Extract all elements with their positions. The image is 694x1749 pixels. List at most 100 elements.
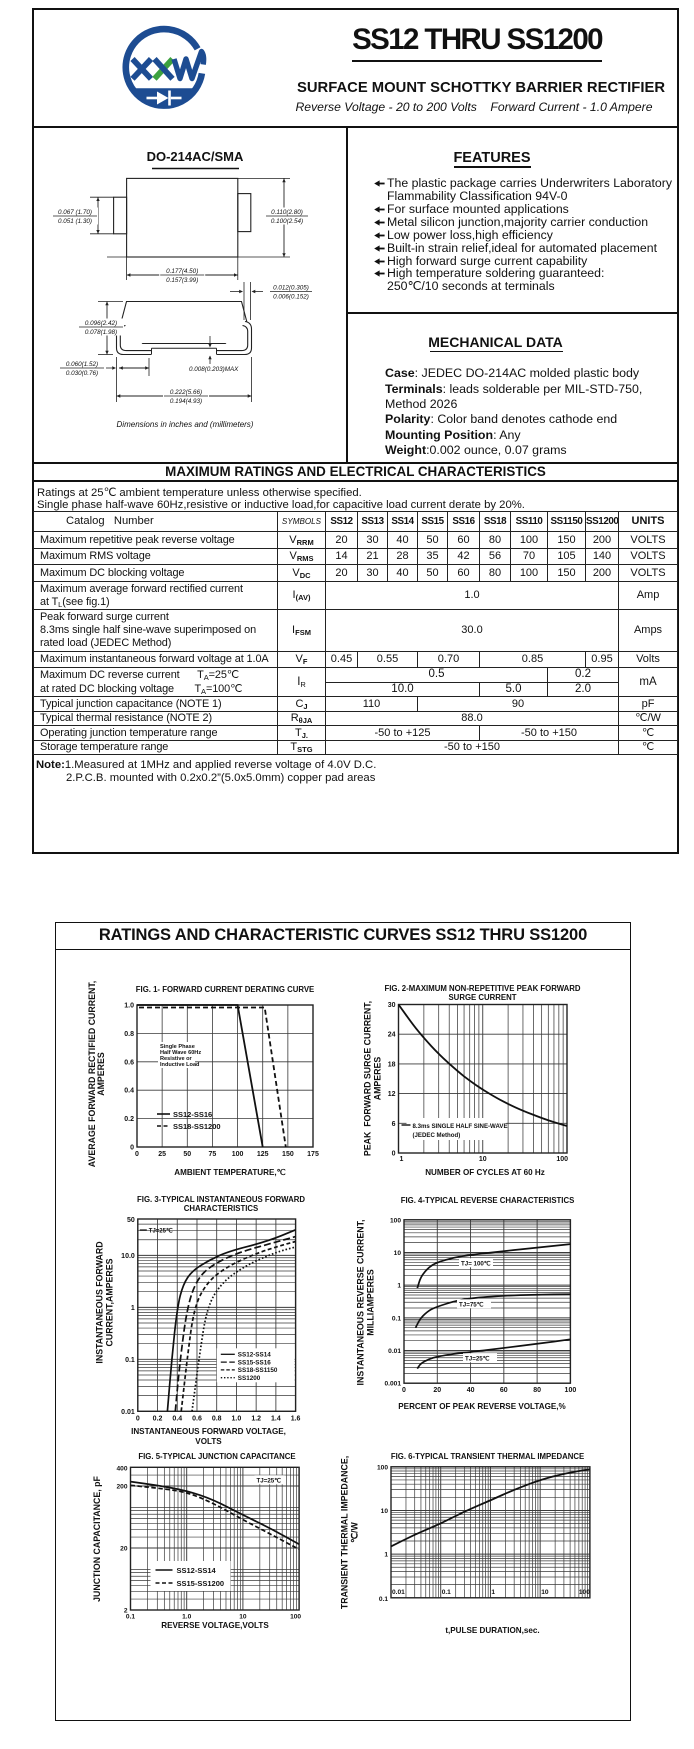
svg-text:24: 24 [388,1032,396,1039]
svg-text:12: 12 [388,1091,396,1098]
svg-text:SS12-SS14: SS12-SS14 [177,1566,217,1575]
svg-text:100: 100 [377,1464,388,1471]
svg-text:150: 150 [282,1151,294,1158]
svg-text:0.001: 0.001 [384,1381,401,1388]
svg-text:0.078(1.98): 0.078(1.98) [85,329,117,336]
svg-text:1.0: 1.0 [232,1415,242,1422]
svg-text:100: 100 [290,1614,301,1621]
svg-text:TJ=25℃: TJ=25℃ [465,1355,490,1362]
svg-text:10.0: 10.0 [121,1253,135,1260]
svg-text:0.1: 0.1 [379,1596,388,1603]
svg-text:Half Wave 60Hz: Half Wave 60Hz [160,1050,201,1056]
svg-text:125: 125 [257,1151,269,1158]
svg-text:Single Phase: Single Phase [160,1044,195,1050]
svg-text:40: 40 [467,1387,475,1394]
svg-text:10: 10 [239,1614,247,1621]
svg-text:0.6: 0.6 [124,1059,134,1066]
svg-text:Dimensions in inches and (mill: Dimensions in inches and (millimeters) [117,420,254,429]
svg-text:0.8: 0.8 [124,1031,134,1038]
svg-text:8.3ms SINGLE HALF SINE-WAVE: 8.3ms SINGLE HALF SINE-WAVE [413,1123,508,1130]
svg-text:TJ=25℃: TJ=25℃ [149,1228,173,1235]
svg-text:0: 0 [392,1151,396,1158]
svg-text:1: 1 [131,1305,135,1312]
svg-text:Inductive Load: Inductive Load [160,1062,200,1068]
svg-text:20: 20 [433,1387,441,1394]
svg-text:0.051 (1.30): 0.051 (1.30) [58,218,92,225]
svg-text:SS1200: SS1200 [238,1375,261,1382]
svg-text:SS12-SS16: SS12-SS16 [173,1110,212,1119]
svg-text:20: 20 [120,1546,128,1553]
svg-text:100: 100 [390,1217,401,1224]
svg-text:0.1: 0.1 [125,1357,135,1364]
svg-text:0.096(2.42): 0.096(2.42) [85,320,117,327]
svg-text:100: 100 [579,1589,590,1596]
svg-text:100: 100 [556,1156,568,1163]
svg-text:1: 1 [400,1156,404,1163]
svg-text:10: 10 [479,1156,487,1163]
svg-text:0.222(5.66): 0.222(5.66) [170,389,202,396]
svg-text:0.006(0.152): 0.006(0.152) [273,293,309,300]
svg-text:0.4: 0.4 [124,1088,134,1095]
svg-text:6: 6 [392,1121,396,1128]
svg-text:50: 50 [127,1217,135,1224]
svg-text:1.0: 1.0 [182,1614,191,1621]
svg-text:0.2: 0.2 [124,1116,134,1123]
svg-text:SS15-SS16: SS15-SS16 [238,1359,271,1366]
svg-text:0.1: 0.1 [126,1614,135,1621]
svg-text:0.1: 0.1 [442,1589,451,1596]
svg-text:100: 100 [565,1387,577,1394]
svg-text:0: 0 [130,1145,134,1152]
svg-text:TJ=75℃: TJ=75℃ [459,1301,484,1308]
svg-text:75: 75 [209,1151,217,1158]
svg-text:0.067 (1.70): 0.067 (1.70) [58,209,92,216]
svg-text:175: 175 [307,1151,319,1158]
svg-text:0.8: 0.8 [212,1415,222,1422]
svg-text:50: 50 [183,1151,191,1158]
svg-text:0.4: 0.4 [172,1415,182,1422]
svg-text:1: 1 [384,1552,388,1559]
svg-text:30: 30 [388,1002,396,1009]
svg-text:0.2: 0.2 [153,1415,163,1422]
svg-text:100: 100 [232,1151,244,1158]
svg-text:0.1: 0.1 [392,1315,401,1322]
svg-text:DO-214AC/SMA: DO-214AC/SMA [147,149,244,164]
svg-text:0.6: 0.6 [192,1415,202,1422]
svg-text:0.110(2.80): 0.110(2.80) [271,209,303,216]
svg-text:25: 25 [158,1151,166,1158]
svg-text:0.01: 0.01 [392,1589,405,1596]
svg-text:1: 1 [491,1589,495,1596]
svg-text:0.100(2.54): 0.100(2.54) [271,218,303,225]
svg-text:10: 10 [541,1589,549,1596]
svg-text:60: 60 [500,1387,508,1394]
svg-text:TJ=25℃: TJ=25℃ [257,1477,282,1484]
svg-text:(JEDEC Method): (JEDEC Method) [413,1132,461,1139]
svg-text:SS18-SS1150: SS18-SS1150 [238,1367,278,1374]
svg-text:0: 0 [135,1151,139,1158]
svg-text:0.157(3.99): 0.157(3.99) [166,277,198,284]
svg-text:10: 10 [394,1250,402,1257]
svg-text:1.2: 1.2 [251,1415,261,1422]
svg-text:0.194(4.93): 0.194(4.93) [170,398,202,405]
svg-text:1.4: 1.4 [271,1415,281,1422]
svg-text:0: 0 [136,1415,140,1422]
svg-text:10: 10 [381,1508,389,1515]
svg-text:1: 1 [397,1283,401,1290]
svg-text:SS15-SS1200: SS15-SS1200 [177,1579,225,1588]
svg-text:1.6: 1.6 [291,1415,301,1422]
svg-text:1.0: 1.0 [124,1003,134,1010]
svg-text:SS18-SS1200: SS18-SS1200 [173,1122,221,1131]
svg-text:80: 80 [533,1387,541,1394]
svg-text:0: 0 [402,1387,406,1394]
svg-text:Resistive or: Resistive or [160,1056,193,1062]
svg-text:TJ= 100℃: TJ= 100℃ [461,1260,491,1267]
svg-text:0.030(0.76): 0.030(0.76) [66,370,98,377]
svg-text:0.012(0.305): 0.012(0.305) [273,285,309,292]
svg-text:0.008(0.203)MAX: 0.008(0.203)MAX [189,366,239,373]
svg-text:0.01: 0.01 [388,1348,401,1355]
svg-text:200: 200 [116,1484,127,1491]
svg-text:2: 2 [124,1608,128,1615]
svg-text:0.01: 0.01 [121,1409,135,1416]
svg-text:SS12-SS14: SS12-SS14 [238,1352,271,1359]
svg-text:0.060(1.52): 0.060(1.52) [66,361,98,368]
svg-text:18: 18 [388,1061,396,1068]
